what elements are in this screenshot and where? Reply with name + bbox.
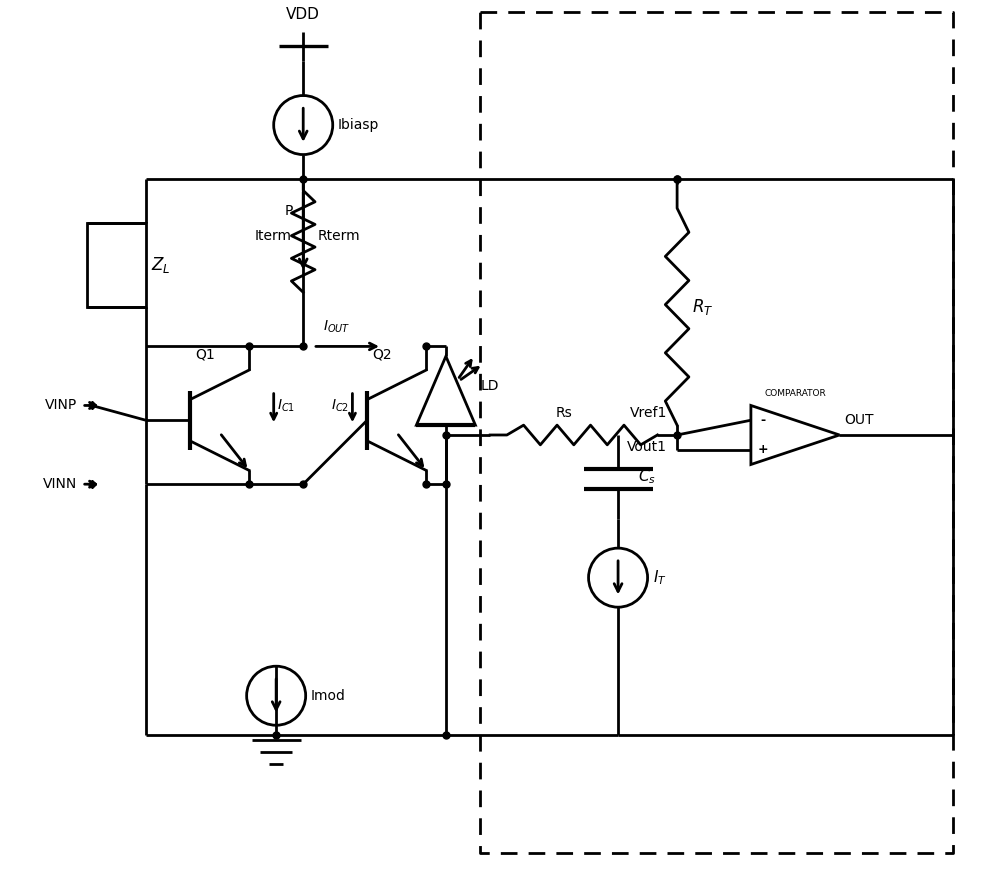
Text: $I_T$: $I_T$ — [653, 568, 666, 587]
Text: P: P — [285, 203, 293, 217]
Text: VINP: VINP — [45, 398, 77, 412]
Text: Vout1: Vout1 — [627, 440, 667, 454]
Text: $I_{C1}$: $I_{C1}$ — [277, 397, 295, 414]
Text: VDD: VDD — [286, 7, 320, 22]
Text: Imod: Imod — [311, 688, 345, 702]
Text: VINN: VINN — [43, 477, 77, 491]
Text: $Z_L$: $Z_L$ — [151, 255, 170, 275]
Text: OUT: OUT — [844, 413, 874, 427]
Text: LD: LD — [480, 379, 499, 393]
Text: $R_T$: $R_T$ — [692, 297, 713, 317]
Text: +: + — [757, 443, 768, 456]
Text: Iterm: Iterm — [254, 229, 291, 243]
Text: $I_{C2}$: $I_{C2}$ — [331, 397, 349, 414]
Text: Vref1: Vref1 — [630, 406, 667, 420]
Text: $C_s$: $C_s$ — [638, 467, 656, 486]
Text: Q2: Q2 — [372, 347, 392, 361]
Text: Ibiasp: Ibiasp — [338, 118, 379, 132]
Text: Rterm: Rterm — [318, 229, 361, 243]
Text: Q1: Q1 — [195, 347, 215, 361]
Text: -: - — [760, 414, 765, 427]
Text: $I_{OUT}$: $I_{OUT}$ — [323, 318, 350, 335]
Text: Rs: Rs — [556, 406, 572, 420]
Text: COMPARATOR: COMPARATOR — [764, 389, 826, 397]
Bar — [87, 224, 146, 307]
